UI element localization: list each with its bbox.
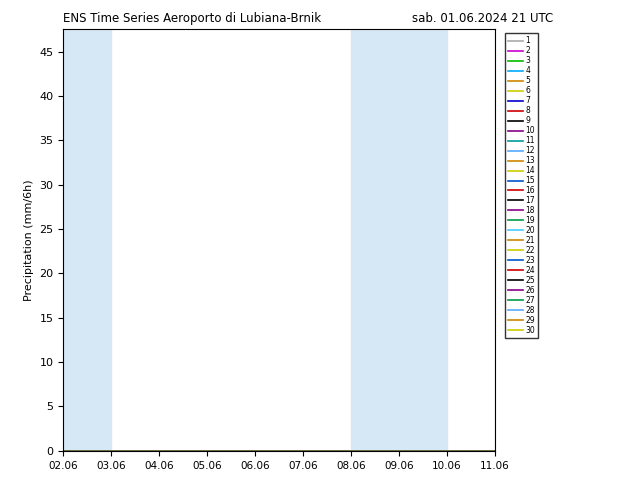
Legend: 1, 2, 3, 4, 5, 6, 7, 8, 9, 10, 11, 12, 13, 14, 15, 16, 17, 18, 19, 20, 21, 22, 2: 1, 2, 3, 4, 5, 6, 7, 8, 9, 10, 11, 12, 1… <box>505 33 538 338</box>
Bar <box>351 29 446 451</box>
Y-axis label: Precipitation (mm/6h): Precipitation (mm/6h) <box>24 179 34 301</box>
Text: sab. 01.06.2024 21 UTC: sab. 01.06.2024 21 UTC <box>412 12 553 25</box>
Bar <box>63 29 112 451</box>
Bar <box>495 29 543 451</box>
Text: ENS Time Series Aeroporto di Lubiana-Brnik: ENS Time Series Aeroporto di Lubiana-Brn… <box>63 12 321 25</box>
